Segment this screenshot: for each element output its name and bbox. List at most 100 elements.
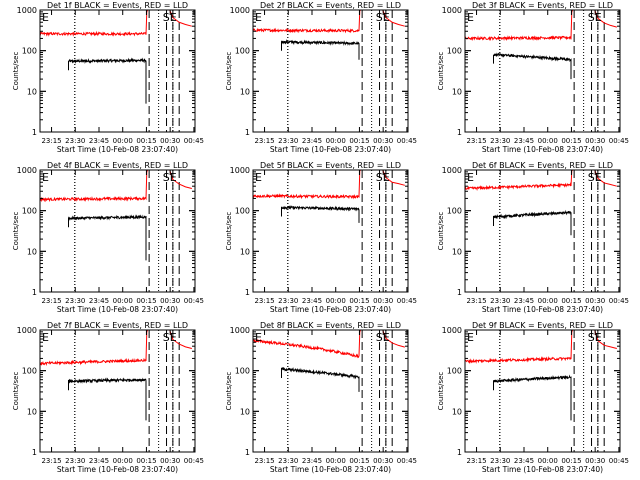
x-tick-label: 23:45	[302, 137, 322, 145]
flag-se-label: SE	[163, 11, 177, 24]
x-tick-label: 00:15	[561, 457, 581, 465]
x-axis-label: Start Time (10-Feb-08 23:07:40)	[57, 305, 178, 314]
chart-title: Det 6f BLACK = Events, RED = LLD	[472, 161, 613, 170]
x-tick-label: 23:30	[65, 297, 85, 305]
y-tick-label: 1000	[17, 166, 37, 175]
series-lld	[39, 329, 149, 367]
y-tick-label: 1000	[442, 6, 462, 15]
x-tick-label: 23:15	[466, 457, 486, 465]
x-tick-label: 00:45	[397, 137, 417, 145]
x-tick-label: 00:00	[326, 457, 346, 465]
panel-det-6: 1 10 100 1000 23:15 23:30 23:45 00:00 00:15 00:30…	[437, 161, 629, 314]
x-tick-label: 00:45	[184, 137, 204, 145]
x-tick-label: 00:45	[609, 297, 629, 305]
x-tick-label: 23:15	[254, 457, 274, 465]
y-tick-label: 10	[452, 247, 462, 256]
series-lld-post-peak	[594, 169, 617, 187]
y-tick-label: 1000	[230, 166, 250, 175]
x-axis-label: Start Time (10-Feb-08 23:07:40)	[482, 305, 603, 314]
x-tick-label: 00:15	[136, 137, 156, 145]
x-tick-label: 00:30	[373, 457, 393, 465]
flag-se-label: SE	[588, 171, 602, 184]
chart-title: Det 8f BLACK = Events, RED = LLD	[260, 321, 401, 330]
flag-se-label: SE	[376, 11, 390, 24]
y-tick-label: 1	[457, 448, 462, 457]
y-tick-label: 1000	[442, 326, 462, 335]
y-axis-label: Counts/sec	[12, 372, 20, 411]
plot-frame	[39, 169, 196, 293]
series-lld	[252, 169, 361, 200]
flag-e-label: E	[255, 11, 262, 24]
flag-e-label: E	[255, 171, 262, 184]
y-axis-label: Counts/sec	[437, 52, 445, 91]
x-tick-label: 23:45	[514, 297, 534, 305]
y-tick-label: 1	[32, 448, 37, 457]
y-tick-label: 1	[245, 288, 250, 297]
x-tick-label: 00:45	[397, 457, 417, 465]
panel-det-9: 1 10 100 1000 23:15 23:30 23:45 00:00 00:15 00:30…	[437, 321, 629, 474]
flag-e-label: E	[255, 331, 262, 344]
x-tick-label: 23:45	[89, 457, 109, 465]
y-tick-label: 100	[235, 207, 250, 216]
series-lld	[39, 169, 149, 203]
y-tick-label: 10	[240, 407, 250, 416]
y-axis-label: Counts/sec	[225, 372, 233, 411]
x-tick-label: 00:30	[585, 137, 605, 145]
y-tick-label: 100	[447, 367, 462, 376]
flag-e-label: E	[467, 11, 474, 24]
panel-det-2: 1 10 100 1000 23:15 23:30 23:45 00:00 00:15 00:30…	[225, 1, 417, 154]
x-tick-label: 23:30	[65, 137, 85, 145]
y-tick-label: 100	[235, 367, 250, 376]
y-axis-label: Counts/sec	[12, 52, 20, 91]
flag-se-label: SE	[376, 331, 390, 344]
y-tick-label: 100	[235, 47, 250, 56]
x-tick-label: 23:15	[41, 457, 61, 465]
chart-title: Det 1f BLACK = Events, RED = LLD	[47, 1, 188, 10]
x-tick-label: 00:45	[609, 457, 629, 465]
plot-frame	[464, 169, 621, 293]
x-axis-label: Start Time (10-Feb-08 23:07:40)	[482, 465, 603, 474]
flag-se-label: SE	[163, 331, 177, 344]
series-lld	[39, 9, 149, 37]
y-tick-label: 1000	[17, 326, 37, 335]
x-tick-label: 00:30	[373, 137, 393, 145]
x-tick-label: 00:00	[113, 297, 133, 305]
x-tick-label: 00:45	[397, 297, 417, 305]
flag-e-label: E	[42, 331, 49, 344]
chart-title: Det 4f BLACK = Events, RED = LLD	[47, 161, 188, 170]
x-tick-label: 23:15	[466, 137, 486, 145]
plot-frame	[252, 9, 409, 133]
x-tick-label: 00:15	[136, 297, 156, 305]
series-events	[281, 205, 360, 223]
y-tick-label: 10	[27, 87, 37, 96]
x-tick-label: 23:45	[302, 297, 322, 305]
x-axis-label: Start Time (10-Feb-08 23:07:40)	[57, 145, 178, 154]
flag-e-label: E	[467, 331, 474, 344]
x-tick-label: 23:15	[466, 297, 486, 305]
flag-se-label: SE	[376, 171, 390, 184]
y-tick-label: 100	[22, 207, 37, 216]
plot-frame	[39, 9, 196, 133]
x-tick-label: 23:30	[65, 457, 85, 465]
x-tick-label: 00:30	[160, 297, 180, 305]
x-axis-label: Start Time (10-Feb-08 23:07:40)	[270, 465, 391, 474]
flag-e-label: E	[42, 171, 49, 184]
x-tick-label: 23:30	[278, 297, 298, 305]
y-tick-label: 1	[245, 448, 250, 457]
series-events	[68, 57, 147, 104]
panel-det-4: 1 10 100 1000 23:15 23:30 23:45 00:00 00:15 00:30…	[12, 161, 204, 314]
x-tick-label: 00:15	[136, 457, 156, 465]
y-axis-label: Counts/sec	[225, 52, 233, 91]
y-tick-label: 10	[27, 407, 37, 416]
y-tick-label: 10	[27, 247, 37, 256]
x-tick-label: 23:15	[254, 297, 274, 305]
x-tick-label: 00:15	[349, 137, 369, 145]
x-tick-label: 23:30	[490, 137, 510, 145]
panel-det-7: 1 10 100 1000 23:15 23:30 23:45 00:00 00:15 00:30…	[12, 321, 204, 474]
x-axis-label: Start Time (10-Feb-08 23:07:40)	[270, 145, 391, 154]
series-lld-post-peak	[594, 9, 617, 28]
x-tick-label: 23:30	[490, 297, 510, 305]
y-tick-label: 100	[22, 367, 37, 376]
series-lld-post-peak	[169, 9, 192, 27]
